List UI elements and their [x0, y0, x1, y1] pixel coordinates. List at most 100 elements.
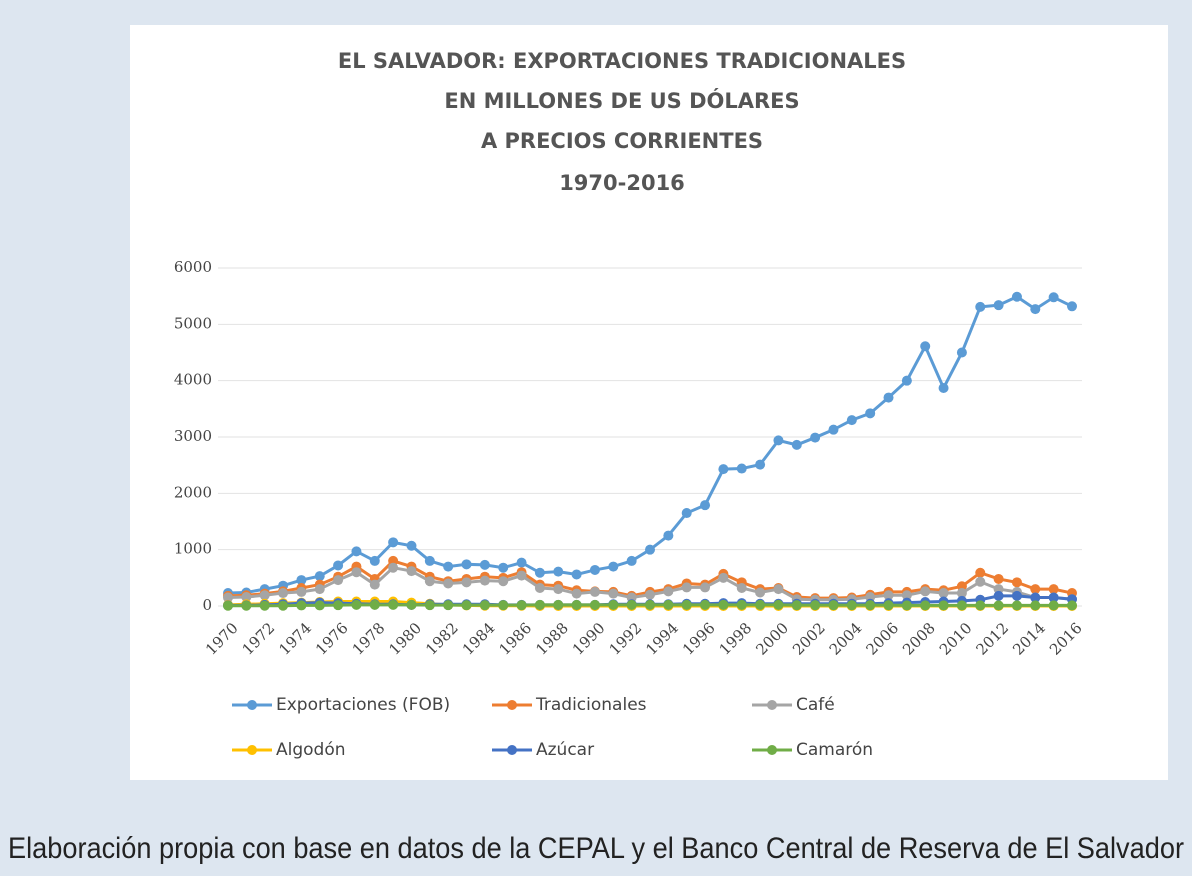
- data-point: [1030, 592, 1041, 603]
- data-point: [901, 600, 912, 611]
- data-point: [975, 567, 986, 578]
- legend-swatch-marker: [767, 745, 777, 755]
- y-tick-label: 4000: [174, 371, 212, 389]
- chart-title: A PRECIOS CORRIENTES: [481, 129, 763, 153]
- data-point: [534, 567, 545, 578]
- data-point: [424, 576, 435, 587]
- data-point: [406, 566, 417, 577]
- data-point: [663, 599, 674, 610]
- data-point: [920, 600, 931, 611]
- data-point: [883, 392, 894, 403]
- data-point: [406, 540, 417, 551]
- data-point: [223, 592, 233, 603]
- y-tick-label: 5000: [174, 314, 212, 332]
- data-point: [461, 559, 472, 570]
- data-point: [443, 578, 454, 589]
- data-point: [626, 599, 637, 610]
- legend-swatch-marker: [247, 700, 257, 710]
- data-point: [388, 537, 399, 548]
- data-point: [479, 575, 490, 586]
- data-point: [388, 562, 399, 573]
- data-point: [956, 347, 967, 358]
- data-point: [791, 439, 802, 450]
- data-point: [883, 600, 894, 611]
- data-point: [1048, 592, 1059, 603]
- data-point: [736, 599, 747, 610]
- data-point: [700, 599, 711, 610]
- data-point: [663, 586, 674, 597]
- data-point: [259, 590, 270, 601]
- data-point: [938, 600, 949, 611]
- data-point: [828, 424, 839, 435]
- data-point: [718, 599, 729, 610]
- data-point: [883, 590, 894, 601]
- data-point: [975, 600, 986, 611]
- data-point: [626, 555, 637, 566]
- data-point: [333, 600, 344, 611]
- data-point: [388, 599, 399, 610]
- data-point: [956, 600, 967, 611]
- data-point: [993, 573, 1004, 584]
- data-point: [700, 500, 711, 511]
- data-point: [1048, 292, 1059, 303]
- data-point: [993, 590, 1004, 601]
- data-point: [736, 463, 747, 474]
- data-point: [755, 587, 766, 598]
- legend-label: Camarón: [796, 740, 873, 760]
- y-tick-label: 2000: [174, 483, 212, 501]
- data-point: [369, 555, 380, 566]
- chart-card: [130, 25, 1168, 780]
- data-point: [608, 588, 619, 599]
- data-point: [296, 586, 307, 597]
- data-point: [700, 582, 711, 593]
- chart-title: EL SALVADOR: EXPORTACIONES TRADICIONALES: [338, 49, 906, 73]
- data-point: [589, 599, 600, 610]
- data-point: [516, 600, 527, 611]
- data-point: [443, 600, 454, 611]
- data-point: [1030, 584, 1041, 595]
- data-point: [608, 561, 619, 572]
- data-point: [1067, 600, 1077, 611]
- data-point: [1030, 600, 1041, 611]
- data-point: [516, 557, 527, 568]
- data-point: [938, 588, 949, 599]
- data-point: [241, 591, 252, 602]
- data-point: [534, 582, 545, 593]
- legend-label: Café: [796, 695, 835, 715]
- data-point: [498, 562, 509, 573]
- data-point: [241, 600, 252, 611]
- legend-swatch-marker: [507, 700, 517, 710]
- data-point: [718, 464, 729, 475]
- data-point: [865, 408, 876, 419]
- data-point: [956, 588, 967, 599]
- data-point: [223, 600, 233, 611]
- data-point: [461, 600, 472, 611]
- data-point: [516, 570, 527, 581]
- data-point: [461, 577, 472, 588]
- y-tick-label: 3000: [174, 427, 212, 445]
- data-point: [810, 600, 821, 611]
- data-point: [1030, 304, 1041, 315]
- data-point: [333, 560, 344, 571]
- data-point: [773, 435, 784, 446]
- data-point: [479, 600, 490, 611]
- legend-swatch-marker: [507, 745, 517, 755]
- data-point: [296, 600, 307, 611]
- data-point: [718, 572, 729, 583]
- data-point: [993, 600, 1004, 611]
- data-point: [773, 599, 784, 610]
- data-point: [406, 599, 417, 610]
- y-tick-label: 6000: [174, 258, 212, 276]
- data-point: [1048, 584, 1059, 595]
- data-point: [553, 599, 564, 610]
- data-point: [479, 559, 490, 570]
- data-point: [975, 576, 986, 587]
- data-point: [755, 599, 766, 610]
- data-point: [278, 600, 289, 611]
- data-point: [571, 599, 582, 610]
- data-point: [846, 600, 857, 611]
- legend-swatch-marker: [767, 700, 777, 710]
- data-point: [498, 576, 509, 587]
- data-point: [424, 600, 435, 611]
- data-point: [810, 432, 821, 443]
